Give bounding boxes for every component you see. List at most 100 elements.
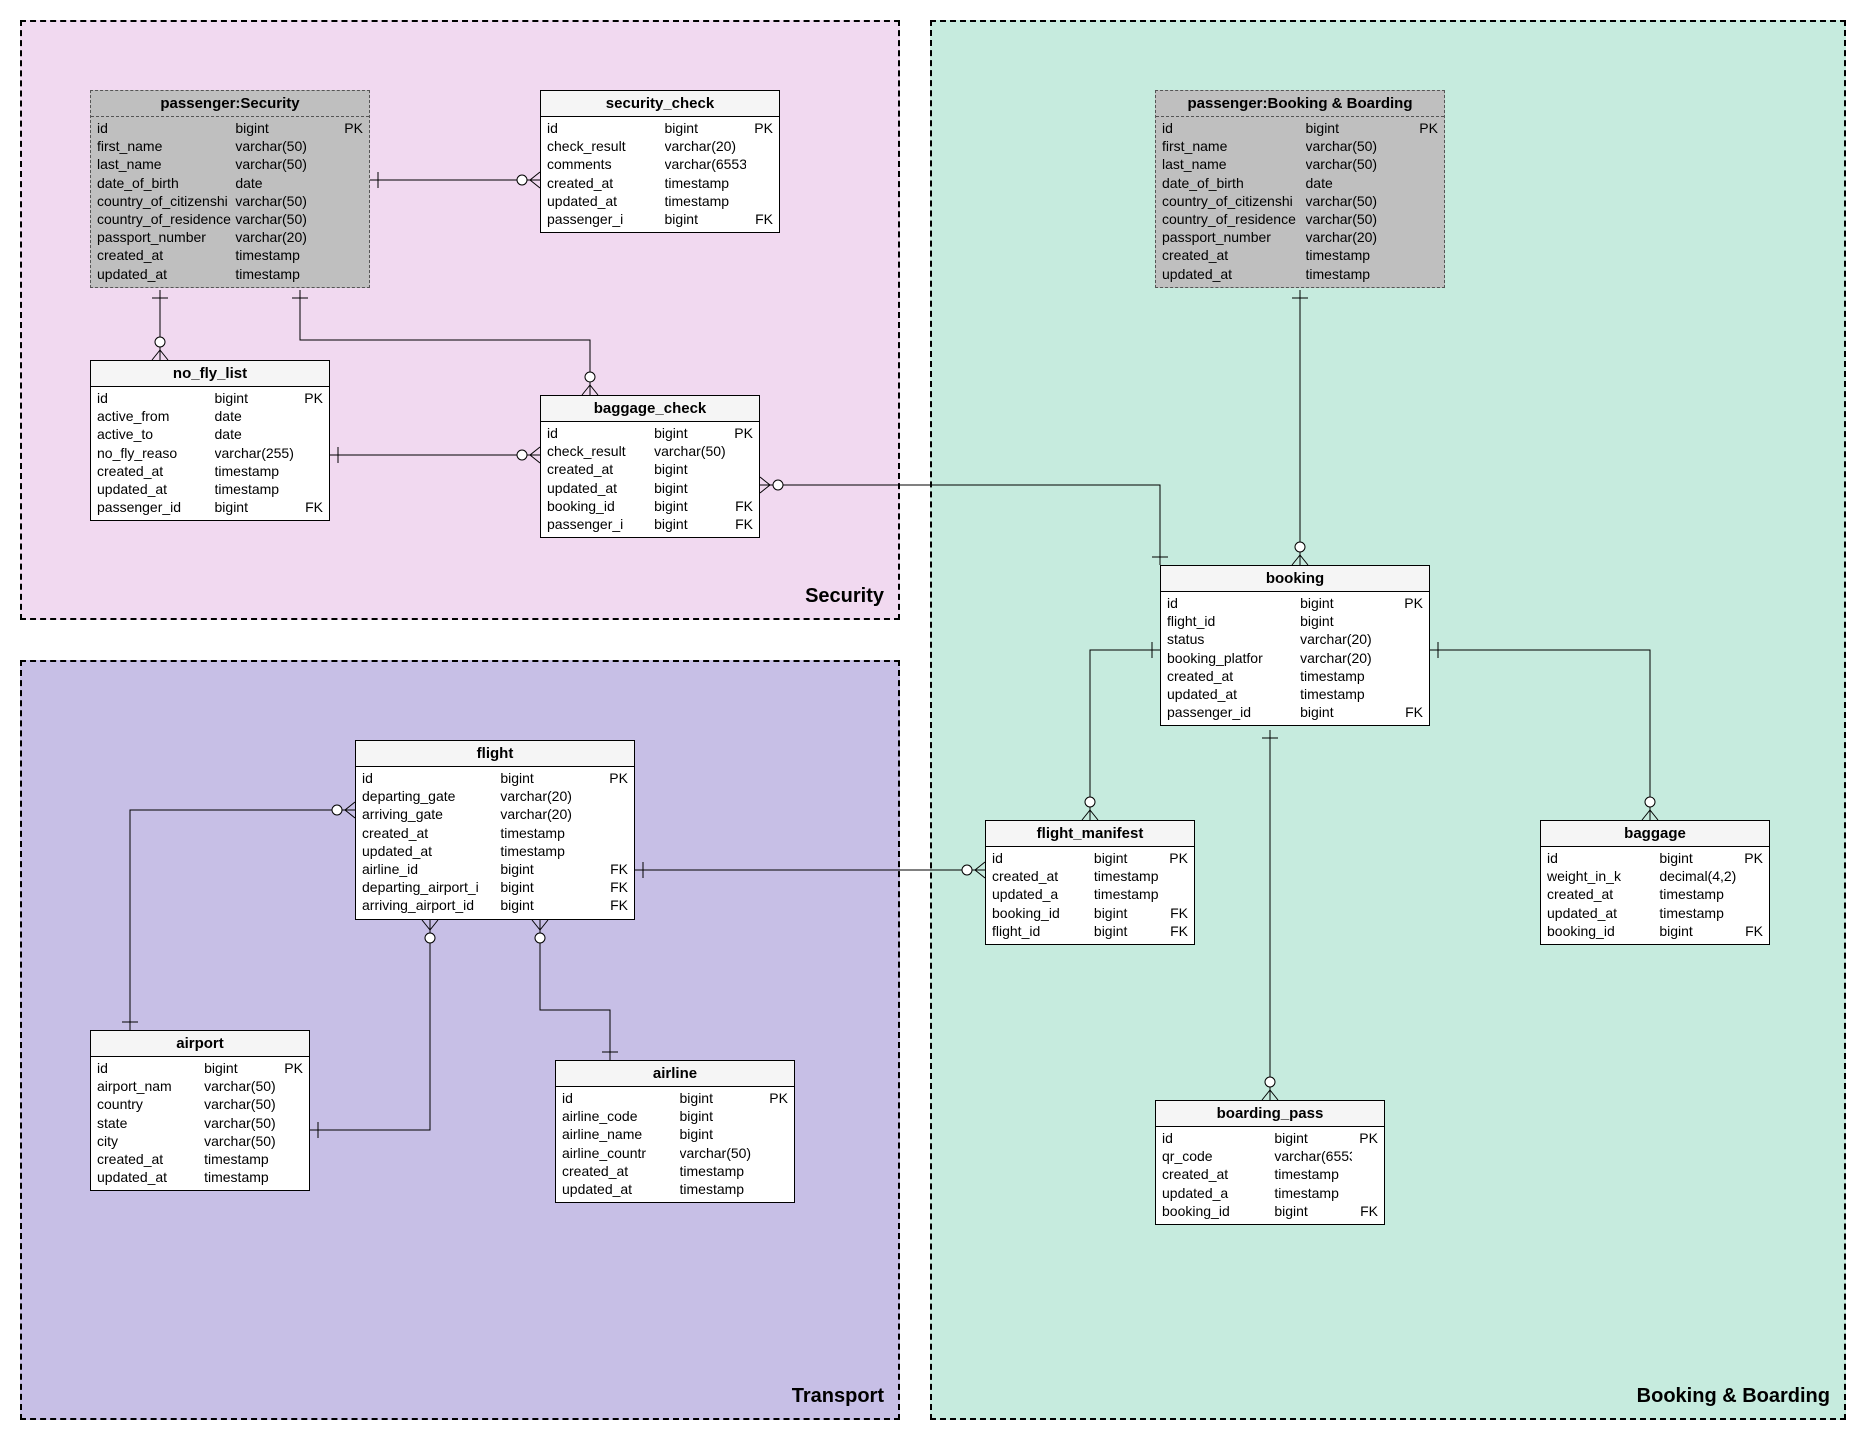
entity-boarding-pass-title: boarding_pass xyxy=(1156,1101,1384,1127)
column-row: flight_idbigintFK xyxy=(992,922,1188,940)
column-row: booking_idbigintFK xyxy=(992,904,1188,922)
column-row: created_attimestamp xyxy=(97,1150,303,1168)
entity-passenger-booking[interactable]: passenger:Booking & BoardingidbigintPKfi… xyxy=(1155,90,1445,288)
column-row: created_attimestamp xyxy=(362,824,628,842)
entity-passenger-security-body: idbigintPKfirst_namevarchar(50)last_name… xyxy=(91,117,369,287)
column-row: updated_attimestamp xyxy=(97,1168,303,1186)
column-row: idbigintPK xyxy=(1162,1129,1378,1147)
column-row: created_atbigint xyxy=(547,460,753,478)
column-row: date_of_birthdate xyxy=(97,174,363,192)
column-row: created_attimestamp xyxy=(1162,246,1438,264)
column-row: qr_codevarchar(65535) xyxy=(1162,1147,1378,1165)
column-row: passport_numbervarchar(20) xyxy=(1162,228,1438,246)
column-row: departing_gatevarchar(20) xyxy=(362,787,628,805)
column-row: updated_attimestamp xyxy=(97,480,323,498)
column-row: airline_namebigint xyxy=(562,1125,788,1143)
entity-passenger-booking-title: passenger:Booking & Boarding xyxy=(1156,91,1444,117)
column-row: arriving_gatevarchar(20) xyxy=(362,805,628,823)
column-row: updated_atimestamp xyxy=(992,885,1188,903)
er-diagram-canvas: SecurityTransportBooking & Boardingpasse… xyxy=(0,0,1866,1440)
entity-flight-body: idbigintPKdeparting_gatevarchar(20)arriv… xyxy=(356,767,634,919)
column-row: airport_namvarchar(50) xyxy=(97,1077,303,1095)
column-row: airline_countrvarchar(50) xyxy=(562,1144,788,1162)
entity-boarding-pass-body: idbigintPKqr_codevarchar(65535)created_a… xyxy=(1156,1127,1384,1224)
column-row: departing_airport_ibigintFK xyxy=(362,878,628,896)
column-row: active_fromdate xyxy=(97,407,323,425)
column-row: statevarchar(50) xyxy=(97,1114,303,1132)
column-row: created_attimestamp xyxy=(97,462,323,480)
column-row: booking_idbigintFK xyxy=(1162,1202,1378,1220)
column-row: created_attimestamp xyxy=(1547,885,1763,903)
column-row: updated_attimestamp xyxy=(97,265,363,283)
entity-boarding-pass[interactable]: boarding_passidbigintPKqr_codevarchar(65… xyxy=(1155,1100,1385,1225)
column-row: active_todate xyxy=(97,425,323,443)
entity-passenger-security[interactable]: passenger:SecurityidbigintPKfirst_nameva… xyxy=(90,90,370,288)
entity-airline[interactable]: airlineidbigintPKairline_codebigintairli… xyxy=(555,1060,795,1203)
column-row: passenger_idbigintFK xyxy=(97,498,323,516)
column-row: idbigintPK xyxy=(97,119,363,137)
entity-passenger-booking-body: idbigintPKfirst_namevarchar(50)last_name… xyxy=(1156,117,1444,287)
column-row: updated_attimestamp xyxy=(362,842,628,860)
column-row: check_resultvarchar(50) xyxy=(547,442,753,460)
entity-booking-body: idbigintPKflight_idbigintstatusvarchar(2… xyxy=(1161,592,1429,725)
entity-security-check-body: idbigintPKcheck_resultvarchar(20)comment… xyxy=(541,117,779,232)
column-row: idbigintPK xyxy=(562,1089,788,1107)
column-row: idbigintPK xyxy=(1547,849,1763,867)
entity-airport[interactable]: airportidbigintPKairport_namvarchar(50)c… xyxy=(90,1030,310,1191)
entity-no-fly-list[interactable]: no_fly_listidbigintPKactive_fromdateacti… xyxy=(90,360,330,521)
column-row: first_namevarchar(50) xyxy=(1162,137,1438,155)
column-row: booking_platforvarchar(20) xyxy=(1167,649,1423,667)
column-row: cityvarchar(50) xyxy=(97,1132,303,1150)
column-row: booking_idbigintFK xyxy=(1547,922,1763,940)
column-row: idbigintPK xyxy=(1162,119,1438,137)
entity-no-fly-list-body: idbigintPKactive_fromdateactive_todateno… xyxy=(91,387,329,520)
entity-security-check[interactable]: security_checkidbigintPKcheck_resultvarc… xyxy=(540,90,780,233)
entity-booking[interactable]: bookingidbigintPKflight_idbigintstatusva… xyxy=(1160,565,1430,726)
column-row: country_of_residencevarchar(50) xyxy=(1162,210,1438,228)
column-row: airline_codebigint xyxy=(562,1107,788,1125)
column-row: idbigintPK xyxy=(97,1059,303,1077)
column-row: passenger_ibigintFK xyxy=(547,515,753,533)
column-row: date_of_birthdate xyxy=(1162,174,1438,192)
column-row: updated_attimestamp xyxy=(547,192,773,210)
column-row: idbigintPK xyxy=(362,769,628,787)
entity-flight-manifest[interactable]: flight_manifestidbigintPKcreated_attimes… xyxy=(985,820,1195,945)
column-row: passport_numbervarchar(20) xyxy=(97,228,363,246)
column-row: passenger_idbigintFK xyxy=(1167,703,1423,721)
column-row: idbigintPK xyxy=(547,119,773,137)
column-row: booking_idbigintFK xyxy=(547,497,753,515)
column-row: created_attimestamp xyxy=(992,867,1188,885)
entity-passenger-security-title: passenger:Security xyxy=(91,91,369,117)
column-row: arriving_airport_idbigintFK xyxy=(362,896,628,914)
column-row: updated_attimestamp xyxy=(1167,685,1423,703)
entity-flight[interactable]: flightidbigintPKdeparting_gatevarchar(20… xyxy=(355,740,635,920)
entity-baggage-check[interactable]: baggage_checkidbigintPKcheck_resultvarch… xyxy=(540,395,760,538)
column-row: created_attimestamp xyxy=(562,1162,788,1180)
column-row: check_resultvarchar(20) xyxy=(547,137,773,155)
column-row: flight_idbigint xyxy=(1167,612,1423,630)
region-booking-label: Booking & Boarding xyxy=(1637,1385,1830,1408)
entity-flight-manifest-body: idbigintPKcreated_attimestampupdated_ati… xyxy=(986,847,1194,944)
column-row: country_of_citizenshivarchar(50) xyxy=(1162,192,1438,210)
entity-baggage-check-title: baggage_check xyxy=(541,396,759,422)
column-row: created_attimestamp xyxy=(97,246,363,264)
column-row: updated_attimestamp xyxy=(1162,265,1438,283)
column-row: idbigintPK xyxy=(1167,594,1423,612)
entity-flight-manifest-title: flight_manifest xyxy=(986,821,1194,847)
entity-airport-title: airport xyxy=(91,1031,309,1057)
column-row: countryvarchar(50) xyxy=(97,1095,303,1113)
entity-flight-title: flight xyxy=(356,741,634,767)
column-row: created_attimestamp xyxy=(1162,1165,1378,1183)
entity-security-check-title: security_check xyxy=(541,91,779,117)
entity-baggage[interactable]: baggageidbigintPKweight_in_kdecimal(4,2)… xyxy=(1540,820,1770,945)
column-row: last_namevarchar(50) xyxy=(97,155,363,173)
column-row: weight_in_kdecimal(4,2) xyxy=(1547,867,1763,885)
column-row: country_of_residencevarchar(50) xyxy=(97,210,363,228)
column-row: last_namevarchar(50) xyxy=(1162,155,1438,173)
column-row: first_namevarchar(50) xyxy=(97,137,363,155)
column-row: updated_attimestamp xyxy=(562,1180,788,1198)
column-row: updated_attimestamp xyxy=(1547,904,1763,922)
column-row: statusvarchar(20) xyxy=(1167,630,1423,648)
entity-airline-title: airline xyxy=(556,1061,794,1087)
entity-airline-body: idbigintPKairline_codebigintairline_name… xyxy=(556,1087,794,1202)
